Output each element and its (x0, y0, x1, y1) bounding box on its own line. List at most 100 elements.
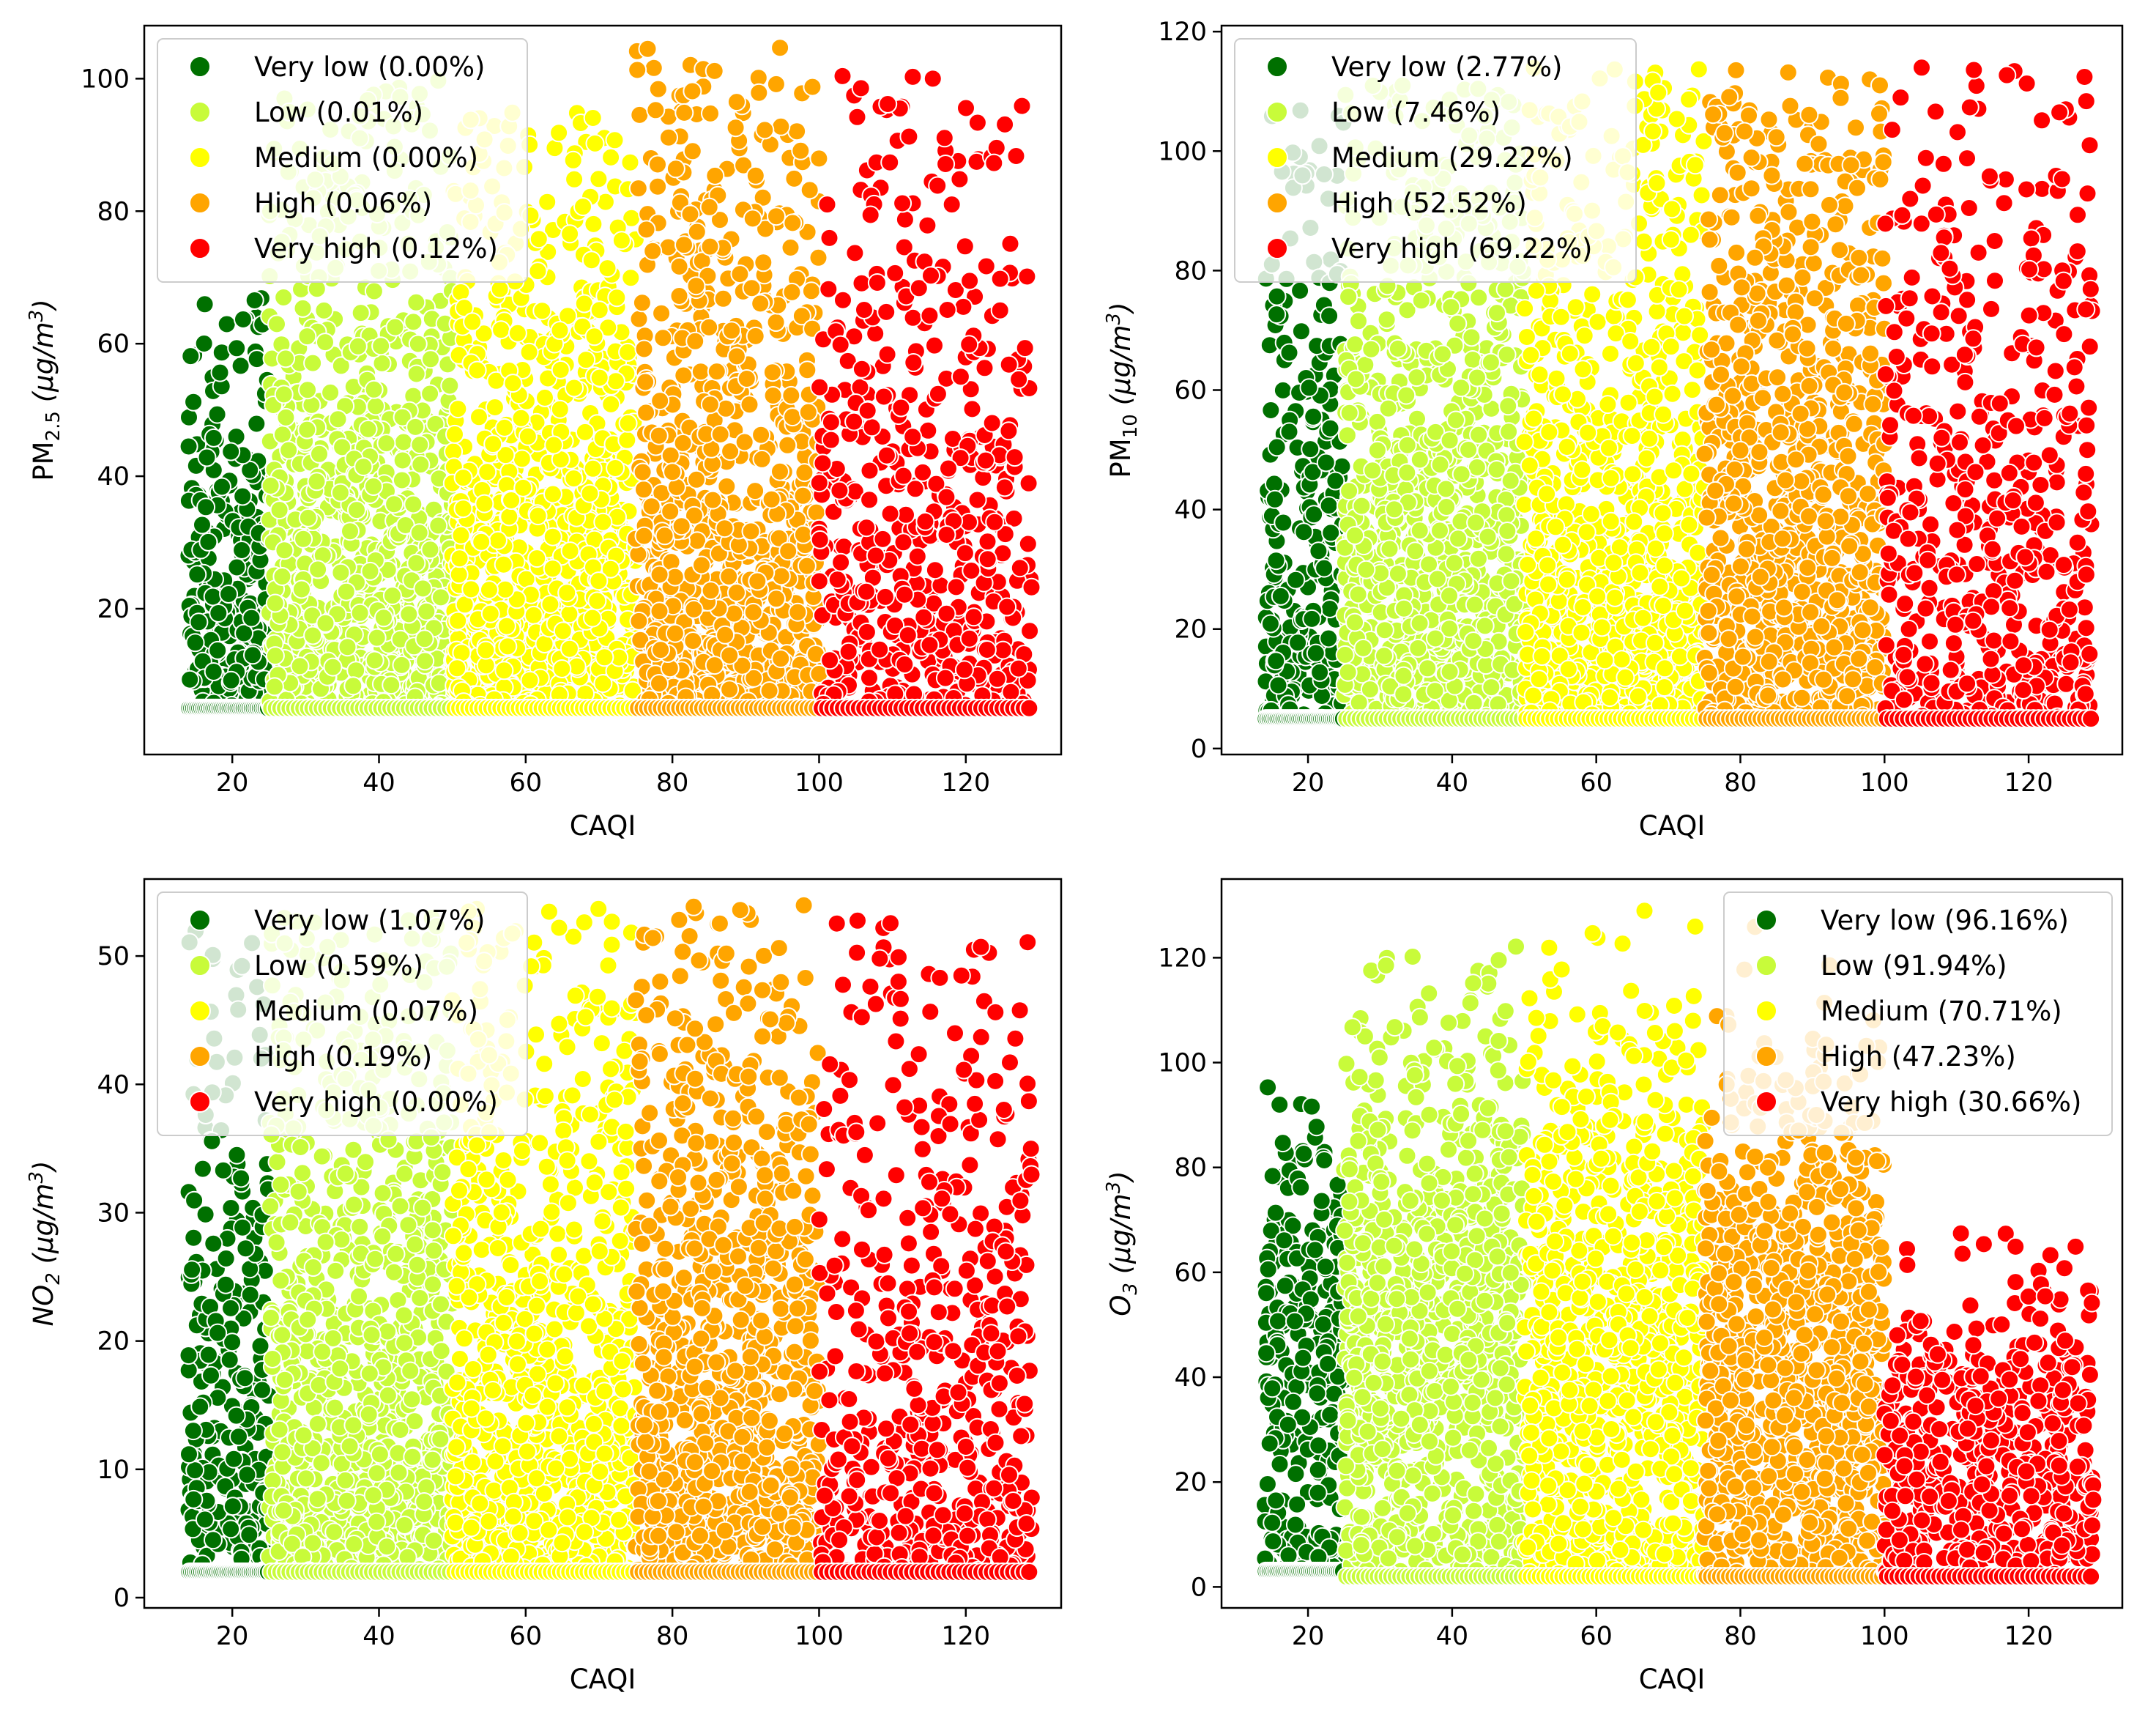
data-point (367, 628, 387, 648)
data-point (1440, 586, 1459, 606)
data-point (918, 215, 937, 235)
data-point (1271, 586, 1290, 606)
data-point (778, 541, 798, 561)
data-point (946, 577, 966, 597)
data-point (720, 680, 740, 700)
data-point (1468, 368, 1487, 388)
x-tick-label: 20 (216, 768, 249, 798)
data-point (1349, 693, 1369, 713)
data-point (385, 317, 405, 337)
data-point (935, 668, 955, 688)
data-point (726, 583, 746, 602)
data-point (699, 317, 719, 337)
data-point (1338, 662, 1358, 682)
data-point (893, 466, 913, 486)
data-point (612, 231, 631, 251)
data-point (1019, 698, 1039, 718)
data-point (692, 555, 711, 575)
data-point (267, 314, 286, 334)
data-point (746, 481, 765, 501)
data-point (1349, 311, 1368, 331)
data-point (420, 384, 440, 404)
data-point (857, 622, 877, 642)
data-point (519, 342, 539, 362)
data-point (855, 300, 874, 319)
data-point (661, 445, 680, 465)
data-point (1010, 558, 1030, 578)
data-point (1267, 305, 1287, 325)
data-point (1478, 527, 1498, 546)
data-point (646, 100, 666, 120)
data-point (1388, 338, 1408, 358)
data-point (894, 237, 914, 257)
data-point (650, 674, 669, 693)
data-point (977, 640, 997, 659)
data-point (276, 407, 296, 427)
data-point (227, 338, 247, 358)
data-point (451, 525, 471, 545)
data-point (844, 327, 864, 346)
data-point (936, 155, 956, 174)
data-point (1466, 513, 1486, 533)
data-point (532, 301, 552, 321)
data-point (954, 297, 973, 316)
data-point (1444, 553, 1464, 573)
data-point (990, 300, 1010, 320)
data-point (557, 583, 577, 603)
data-point (529, 229, 549, 249)
data-point (680, 204, 700, 224)
data-point (661, 502, 680, 522)
data-point (783, 407, 803, 427)
data-point (1304, 505, 1324, 524)
data-point (1274, 513, 1293, 533)
data-point (354, 457, 373, 477)
data-point (793, 524, 813, 544)
data-point (913, 462, 932, 482)
data-point (606, 459, 625, 478)
data-point (455, 298, 474, 318)
data-point (1291, 322, 1311, 341)
data-point (878, 94, 898, 114)
data-point (961, 379, 981, 399)
data-point (629, 611, 649, 631)
data-point (1000, 234, 1020, 253)
data-point (636, 220, 656, 240)
legend-marker (189, 192, 211, 214)
data-point (691, 362, 710, 382)
data-point (756, 219, 776, 239)
data-point (684, 599, 704, 619)
data-point (1345, 526, 1365, 545)
data-point (751, 294, 770, 314)
data-point (410, 435, 430, 455)
data-point (1273, 380, 1293, 400)
data-point (999, 421, 1019, 441)
data-point (895, 210, 915, 229)
data-point (198, 532, 218, 552)
data-point (310, 444, 329, 464)
data-point (1286, 570, 1306, 590)
data-point (710, 425, 730, 444)
data-point (275, 541, 294, 560)
scatter-points (1256, 58, 2102, 729)
data-point (655, 526, 674, 546)
data-point (1397, 463, 1417, 483)
data-point (565, 169, 584, 189)
y-tick-label: 20 (97, 595, 130, 624)
data-point (589, 571, 609, 591)
data-point (877, 344, 897, 364)
data-point (1437, 497, 1457, 516)
data-point (195, 294, 215, 314)
data-point (1302, 609, 1322, 629)
y-tick-label: 60 (97, 330, 130, 359)
data-point (653, 328, 673, 348)
data-point (1482, 678, 1501, 697)
data-point (787, 122, 807, 141)
data-point (494, 418, 514, 437)
data-point (184, 392, 204, 412)
data-point (801, 281, 821, 301)
data-point (544, 435, 564, 455)
data-point (634, 339, 654, 359)
data-point (674, 103, 694, 122)
data-point (497, 616, 516, 636)
data-point (650, 391, 670, 411)
